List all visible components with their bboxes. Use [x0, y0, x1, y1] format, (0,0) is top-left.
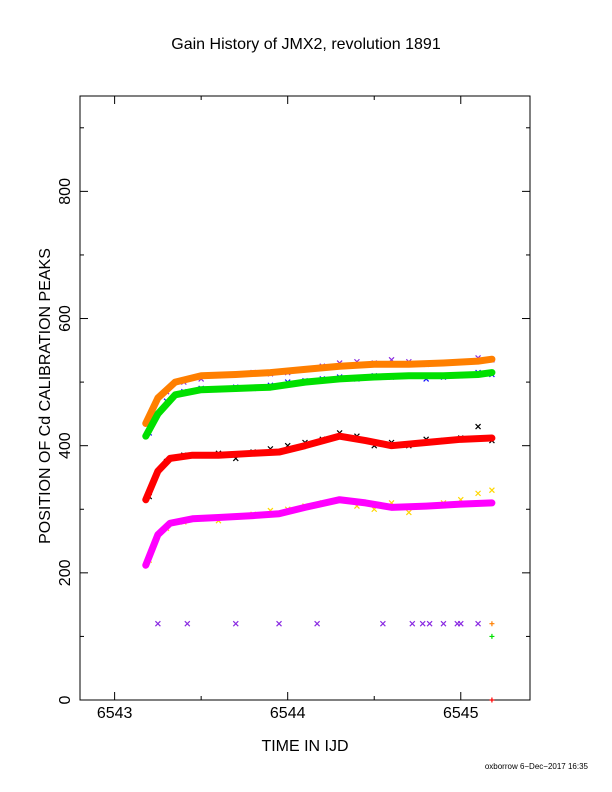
series-line — [142, 496, 496, 569]
data-point — [314, 620, 321, 627]
y-tick-label: 600 — [57, 305, 74, 332]
data-point — [489, 697, 495, 703]
footer-stamp: oxborrow 6−Dec−2017 16:35 — [484, 762, 588, 771]
plot-frame — [79, 95, 531, 701]
x-tick-label: 6543 — [97, 705, 133, 722]
data-point — [409, 620, 416, 627]
data-point — [475, 423, 482, 430]
series-2 — [142, 355, 496, 427]
data-point — [419, 620, 426, 627]
data-point — [379, 620, 386, 627]
data-point — [475, 620, 482, 627]
data-point — [184, 620, 191, 627]
data-point — [232, 620, 239, 627]
data-point — [488, 487, 495, 494]
y-tick-label: 400 — [57, 432, 74, 459]
series-8 — [154, 620, 482, 627]
chart-title: Gain History of JMX2, revolution 1891 — [171, 36, 441, 53]
series-7 — [142, 496, 496, 569]
series-5 — [142, 432, 496, 504]
data-point — [276, 620, 282, 627]
series-line — [142, 432, 496, 504]
series-line — [142, 355, 496, 427]
data-point — [405, 509, 412, 516]
series-3 — [142, 369, 496, 440]
x-tick-label: 6544 — [270, 705, 306, 722]
series-line — [142, 369, 496, 440]
data-point — [457, 620, 464, 627]
x-axis-label: TIME IN IJD — [261, 738, 349, 755]
series-6 — [146, 487, 495, 564]
data-point — [426, 620, 433, 627]
data-point — [475, 490, 482, 497]
series-4 — [146, 423, 495, 500]
y-tick-label: 0 — [57, 695, 74, 704]
data-point — [489, 633, 495, 639]
y-tick-label: 200 — [57, 559, 74, 586]
data-point — [440, 620, 447, 627]
data-point — [489, 621, 495, 627]
series-11 — [489, 697, 495, 703]
x-tick-label: 6545 — [443, 705, 479, 722]
y-tick-label: 800 — [57, 178, 74, 205]
data-point — [154, 620, 161, 627]
series-10 — [489, 633, 495, 639]
series-9 — [489, 621, 495, 627]
